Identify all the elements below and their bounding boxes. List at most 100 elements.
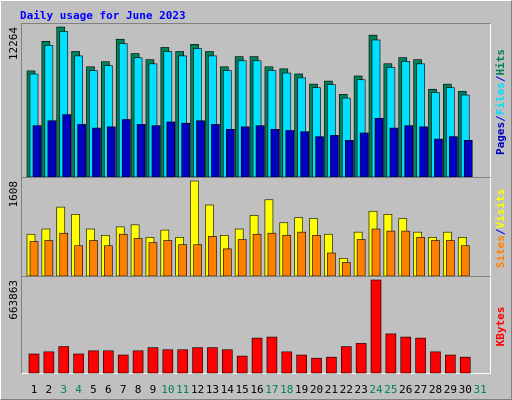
x-tick-label: 29 bbox=[444, 383, 457, 396]
bar bbox=[330, 135, 339, 178]
bar bbox=[107, 126, 116, 178]
bar bbox=[166, 121, 176, 178]
bar bbox=[151, 125, 161, 178]
bar bbox=[463, 140, 473, 178]
bar bbox=[385, 333, 397, 374]
legend-separator: / bbox=[494, 75, 507, 82]
x-tick-label: 20 bbox=[310, 383, 323, 396]
bar bbox=[296, 354, 307, 374]
bar bbox=[270, 128, 280, 178]
bar bbox=[58, 346, 70, 374]
bar bbox=[118, 233, 128, 277]
bar bbox=[344, 140, 354, 178]
x-tick-label: 7 bbox=[120, 383, 127, 396]
bar bbox=[371, 228, 381, 277]
bar bbox=[103, 350, 114, 374]
bar bbox=[74, 245, 83, 277]
bar bbox=[32, 125, 42, 178]
bar bbox=[359, 132, 369, 178]
bar bbox=[255, 125, 265, 178]
bar bbox=[59, 232, 69, 277]
legend: Pages/Files/Hits bbox=[494, 49, 507, 155]
bar bbox=[404, 125, 414, 178]
bar bbox=[47, 120, 57, 178]
bar bbox=[236, 355, 248, 374]
bar bbox=[43, 351, 55, 374]
x-tick-label: 22 bbox=[340, 383, 353, 396]
legend-separator: / bbox=[494, 115, 507, 122]
bar bbox=[446, 240, 455, 277]
x-tick-label: 30 bbox=[459, 383, 472, 396]
x-tick-label: 17 bbox=[265, 383, 278, 396]
chart-title: Daily usage for June 2023 bbox=[20, 9, 186, 22]
panel-bevel bbox=[21, 276, 491, 374]
bar bbox=[89, 240, 98, 277]
bar bbox=[132, 350, 144, 374]
bar bbox=[281, 351, 293, 374]
bar bbox=[148, 242, 158, 277]
bar bbox=[208, 236, 217, 277]
x-tick-label: 13 bbox=[206, 383, 219, 396]
bar bbox=[386, 230, 396, 277]
bar bbox=[240, 126, 250, 178]
bar bbox=[211, 124, 220, 178]
bar bbox=[282, 234, 292, 277]
bar bbox=[415, 337, 426, 374]
bar bbox=[133, 238, 143, 277]
x-tick-label: 12 bbox=[191, 383, 204, 396]
bar bbox=[400, 336, 412, 374]
bar bbox=[162, 349, 174, 374]
legend: Sites/Visits bbox=[494, 189, 507, 269]
bar bbox=[196, 120, 205, 178]
bar bbox=[181, 122, 190, 178]
bar bbox=[430, 351, 441, 374]
x-tick-label: 31 bbox=[473, 383, 486, 396]
y-tick-label: 12264 bbox=[7, 27, 20, 60]
x-tick-label: 2 bbox=[46, 383, 53, 396]
x-tick-label: 14 bbox=[221, 383, 235, 396]
x-tick-label: 10 bbox=[161, 383, 174, 396]
x-tick-label: 18 bbox=[280, 383, 293, 396]
bar bbox=[449, 136, 458, 178]
x-tick-label: 5 bbox=[90, 383, 97, 396]
bar bbox=[401, 230, 411, 277]
x-tick-label: 9 bbox=[150, 383, 157, 396]
legend-entry: Sites bbox=[494, 235, 507, 268]
x-tick-label: 3 bbox=[60, 383, 67, 396]
bar bbox=[163, 240, 173, 277]
x-tick-label: 1 bbox=[31, 383, 38, 396]
y-tick-label: 1608 bbox=[7, 181, 20, 208]
bar bbox=[222, 349, 233, 374]
bar bbox=[460, 245, 470, 277]
bar bbox=[62, 114, 72, 178]
bar bbox=[223, 248, 232, 277]
x-tick-label: 24 bbox=[369, 383, 383, 396]
bar bbox=[29, 241, 39, 277]
bar bbox=[73, 353, 84, 374]
bar bbox=[311, 357, 322, 374]
bar bbox=[136, 124, 146, 178]
bar bbox=[104, 245, 113, 277]
bar bbox=[177, 349, 188, 374]
bar bbox=[92, 127, 101, 178]
bar bbox=[389, 127, 399, 178]
bar bbox=[327, 252, 336, 277]
bar bbox=[431, 240, 440, 277]
legend-entry: Visits bbox=[494, 189, 507, 229]
bar bbox=[419, 126, 428, 178]
bar bbox=[193, 244, 202, 277]
bar bbox=[266, 336, 278, 374]
x-tick-label: 8 bbox=[135, 383, 142, 396]
x-tick-label: 28 bbox=[429, 383, 442, 396]
bar bbox=[147, 347, 159, 374]
legend-entry: KBytes bbox=[494, 307, 507, 347]
legend-entry: Files bbox=[494, 82, 507, 115]
legend-entry: Hits bbox=[494, 49, 507, 76]
bar bbox=[77, 124, 86, 178]
bar bbox=[207, 347, 218, 374]
bar bbox=[251, 337, 263, 374]
x-tick-label: 15 bbox=[236, 383, 249, 396]
bar bbox=[121, 119, 131, 178]
bar bbox=[445, 354, 456, 374]
